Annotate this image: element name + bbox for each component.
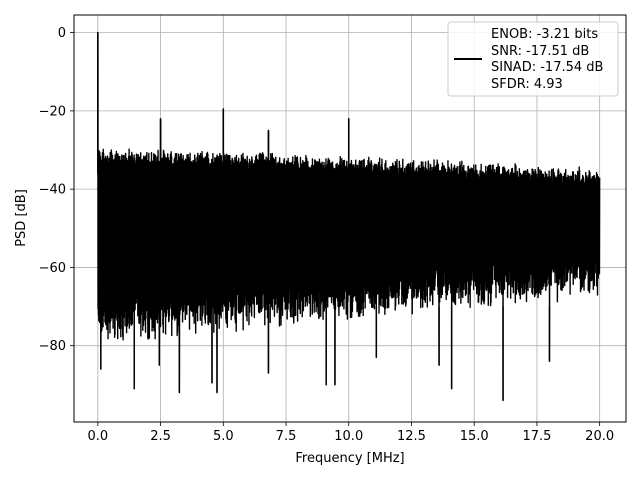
y-tick-label: −40 <box>39 183 66 198</box>
x-tick-label: 2.5 <box>150 429 171 444</box>
legend-label-enob: ENOB: -3.21 bits <box>491 27 598 42</box>
legend-label-sinad: SINAD: -17.54 dB <box>491 60 603 75</box>
legend: ENOB: -3.21 bits SNR: -17.51 dB SINAD: -… <box>447 21 619 97</box>
x-tick-label: 10.0 <box>334 429 363 444</box>
x-tick-label: 20.0 <box>585 429 614 444</box>
x-axis-ticks: 0.0 2.5 5.0 7.5 10.0 12.5 15.0 17.5 20.0 <box>87 422 614 444</box>
x-tick-label: 15.0 <box>460 429 489 444</box>
y-tick-label: −20 <box>39 104 66 119</box>
plot-area <box>97 31 601 402</box>
legend-label-snr: SNR: -17.51 dB <box>491 44 589 59</box>
y-axis-ticks: 0 −20 −40 −60 −80 <box>39 26 74 354</box>
x-tick-label: 17.5 <box>522 429 551 444</box>
x-tick-label: 12.5 <box>397 429 426 444</box>
x-tick-label: 0.0 <box>87 429 108 444</box>
x-tick-label: 5.0 <box>213 429 234 444</box>
psd-series-line <box>97 31 601 402</box>
legend-box <box>447 21 619 97</box>
y-tick-label: −80 <box>39 339 66 354</box>
axes-frame <box>73 14 627 423</box>
y-tick-label: −60 <box>39 261 66 276</box>
y-axis-label: PSD [dB] <box>14 189 29 247</box>
legend-label-sfdr: SFDR: 4.93 <box>491 77 563 92</box>
x-axis-label: Frequency [MHz] <box>295 451 404 466</box>
x-tick-label: 7.5 <box>276 429 297 444</box>
y-tick-label: 0 <box>58 26 66 41</box>
